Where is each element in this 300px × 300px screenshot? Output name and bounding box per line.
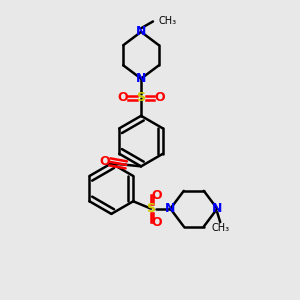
Text: CH₃: CH₃ xyxy=(158,16,176,26)
Text: CH₃: CH₃ xyxy=(211,223,229,233)
Text: O: O xyxy=(154,92,165,104)
Text: N: N xyxy=(165,202,176,215)
Text: N: N xyxy=(136,26,146,38)
Text: S: S xyxy=(147,202,156,215)
Text: N: N xyxy=(212,202,222,215)
Text: O: O xyxy=(117,92,128,104)
Text: N: N xyxy=(136,72,146,85)
Text: S: S xyxy=(136,92,146,104)
Text: O: O xyxy=(152,189,162,202)
Text: O: O xyxy=(99,155,110,168)
Text: O: O xyxy=(152,216,162,229)
